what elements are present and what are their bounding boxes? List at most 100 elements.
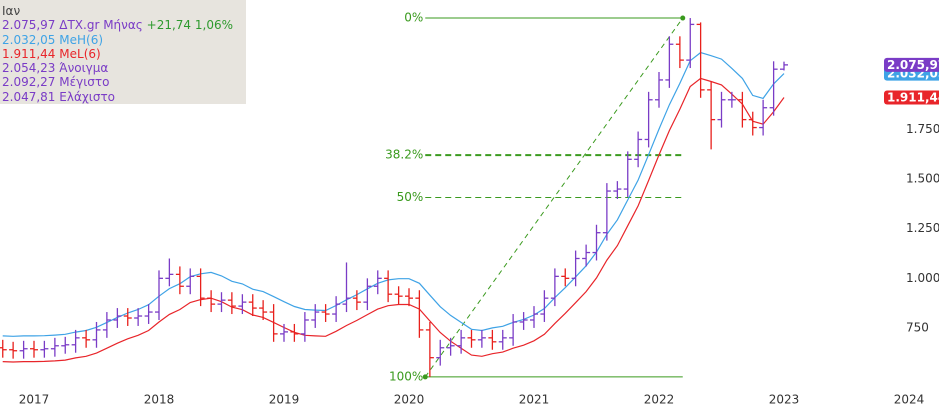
- ohlc-bar: [623, 151, 632, 197]
- y-tick-label: 1.750: [906, 122, 939, 136]
- ohlc-bar: [238, 294, 247, 315]
- ohlc-bar: [300, 312, 309, 342]
- info-row: 2.092,27 Μέγιστο: [0, 75, 246, 89]
- price-tag: [884, 90, 939, 105]
- ohlc-bar: [748, 111, 757, 136]
- ohlc-bar: [759, 99, 768, 136]
- ohlc-bar: [373, 270, 382, 295]
- stat-value: 2.092,27: [2, 75, 56, 90]
- ma-line: [2, 77, 785, 363]
- x-tick-label: 2021: [519, 393, 550, 407]
- ohlc-bar: [498, 329, 507, 350]
- ohlc-bar: [321, 304, 330, 322]
- ohlc-bar: [19, 340, 28, 359]
- stat-name: Μέγιστο: [59, 75, 110, 90]
- x-tick-label: 2023: [769, 393, 800, 407]
- series-value: 2.032,05: [2, 32, 56, 47]
- fib-anchor: [422, 374, 428, 380]
- info-panel: Ιαν 2.075,97 ΔΤΧ.gr Μήνας +21,74 1,06% 2…: [0, 0, 246, 104]
- close-value: 2.075,97: [2, 18, 56, 33]
- y-tick-label: 1.000: [906, 271, 939, 285]
- ohlc-bar: [780, 61, 788, 71]
- ohlc-bar: [40, 340, 49, 358]
- ohlc-bar: [436, 339, 445, 366]
- ma-line: [2, 51, 785, 337]
- stat-value: 2.047,81: [2, 89, 56, 104]
- ohlc-bar: [696, 22, 705, 98]
- ohlc-bar: [717, 91, 726, 128]
- ohlc-bar: [446, 337, 455, 356]
- ohlc-bar: [92, 321, 101, 348]
- ohlc-bar: [207, 290, 216, 313]
- ohlc-bar: [61, 336, 70, 354]
- info-row: 2.075,97 ΔΤΧ.gr Μήνας +21,74 1,06%: [0, 18, 246, 32]
- price-tag-label: 2.075,97: [887, 58, 939, 72]
- ohlc-bar: [477, 329, 486, 348]
- ohlc-bar: [280, 323, 288, 342]
- ohlc-bar: [269, 304, 278, 342]
- fib-level-label: 100%: [389, 369, 423, 383]
- series-name: MeH(6): [59, 32, 104, 47]
- ohlc-bar: [613, 181, 622, 199]
- ohlc-bar: [384, 270, 393, 303]
- ohlc-bar: [82, 329, 91, 348]
- period: Ιαν: [2, 4, 21, 18]
- ohlc-bar: [71, 329, 80, 353]
- info-row: 2.054,23 Άνοιγμα: [0, 61, 246, 75]
- ohlc-bar: [602, 183, 611, 241]
- change: +21,74: [146, 18, 192, 33]
- x-tick-label: 2017: [19, 393, 50, 407]
- ohlc-bar: [248, 294, 257, 317]
- ohlc-bar: [217, 292, 226, 313]
- ohlc-bar: [707, 81, 716, 150]
- ohlc-bar: [571, 250, 580, 287]
- ohlc-bar: [509, 314, 518, 346]
- ohlc-bar: [738, 91, 747, 128]
- ohlc-bar: [165, 258, 174, 287]
- price-tag-label: 1.911,44: [887, 91, 939, 105]
- ohlc-bar: [342, 262, 351, 313]
- ohlc-bar: [644, 91, 653, 148]
- series-name: MeL(6): [59, 46, 101, 61]
- ohlc-bar: [332, 296, 341, 322]
- ohlc-bar: [582, 244, 591, 267]
- ohlc-bar: [488, 329, 497, 350]
- ohlc-bar: [144, 304, 153, 324]
- ohlc-bar: [186, 268, 195, 295]
- price-tag: [884, 57, 939, 72]
- info-row: 2.032,05 MeH(6): [0, 33, 246, 47]
- ohlc-bar: [467, 329, 476, 348]
- ohlc-bar: [634, 131, 643, 168]
- info-row: 1.911,44 MeL(6): [0, 47, 246, 61]
- ohlc-bar: [102, 312, 111, 338]
- ohlc-bar: [155, 270, 163, 320]
- ohlc-bar: [665, 36, 674, 88]
- ohlc-bar: [30, 340, 38, 358]
- x-tick-label: 2024: [894, 393, 925, 407]
- ohlc-bar: [196, 268, 205, 307]
- ohlc-bar: [290, 323, 299, 342]
- fib-trend-line: [424, 17, 684, 378]
- ohlc-bar: [363, 278, 372, 311]
- ohlc-bar: [0, 339, 7, 358]
- ohlc-bar: [561, 268, 570, 287]
- stat-name: Ελάχιστο: [59, 89, 116, 104]
- ohlc-bar: [457, 329, 466, 354]
- fib-level-label: 0%: [404, 11, 423, 25]
- ohlc-bar: [519, 312, 528, 330]
- ohlc-bar: [405, 288, 413, 307]
- x-tick-label: 2018: [144, 393, 175, 407]
- x-tick-label: 2019: [269, 393, 300, 407]
- ohlc-bar: [540, 290, 549, 322]
- ohlc-bar: [123, 308, 132, 326]
- x-tick-label: 2020: [394, 393, 425, 407]
- ohlc-bar: [769, 61, 778, 116]
- ohlc-bar: [9, 341, 18, 359]
- ohlc-bar: [686, 18, 695, 69]
- ohlc-bar: [727, 91, 736, 108]
- info-row: 2.047,81 Ελάχιστο: [0, 90, 246, 104]
- ohlc-bar: [415, 290, 424, 338]
- ohlc-bar: [50, 337, 59, 357]
- change-percent: 1,06%: [194, 18, 234, 33]
